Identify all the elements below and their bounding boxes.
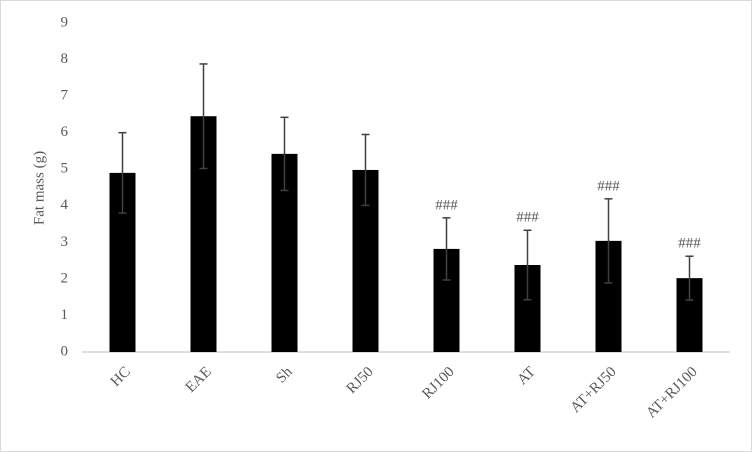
y-tick-label: 4	[61, 197, 69, 213]
error-bar	[685, 255, 694, 301]
error-bar	[199, 63, 208, 170]
annotation: ###	[516, 210, 539, 226]
error-bar	[523, 229, 532, 301]
y-tick-label: 7	[61, 88, 69, 104]
annotation: ###	[678, 236, 701, 252]
error-bar	[280, 116, 289, 192]
annotation: ###	[435, 197, 458, 213]
error-bar	[604, 198, 613, 284]
y-tick-label: 3	[61, 234, 69, 250]
error-bar	[118, 131, 127, 214]
y-axis-label: Fat mass (g)	[31, 151, 47, 225]
y-tick-label: 2	[61, 270, 69, 286]
y-tick-label: 9	[61, 14, 69, 30]
y-tick-label: 6	[61, 124, 69, 140]
error-bar	[361, 133, 370, 207]
y-tick-label: 8	[61, 51, 69, 67]
error-bar	[442, 217, 451, 281]
annotation: ###	[597, 178, 620, 194]
y-tick-label: 1	[61, 307, 69, 323]
y-tick-label: 5	[61, 161, 69, 177]
y-tick-label: 0	[61, 343, 69, 359]
